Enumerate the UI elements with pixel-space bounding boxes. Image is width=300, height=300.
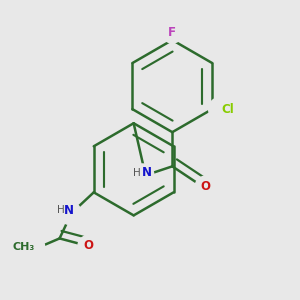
- Circle shape: [78, 236, 99, 256]
- Circle shape: [131, 164, 154, 187]
- Text: H: H: [57, 205, 64, 215]
- Text: CH₃: CH₃: [13, 242, 35, 252]
- Circle shape: [21, 236, 45, 259]
- Text: O: O: [201, 180, 211, 193]
- Text: F: F: [168, 26, 176, 39]
- Text: H: H: [133, 168, 141, 178]
- Circle shape: [59, 202, 81, 224]
- Text: N: N: [64, 204, 74, 217]
- Circle shape: [208, 97, 232, 121]
- Text: O: O: [83, 239, 93, 252]
- Text: Cl: Cl: [222, 103, 235, 116]
- Circle shape: [162, 22, 183, 43]
- Text: N: N: [142, 167, 152, 179]
- Circle shape: [195, 176, 216, 197]
